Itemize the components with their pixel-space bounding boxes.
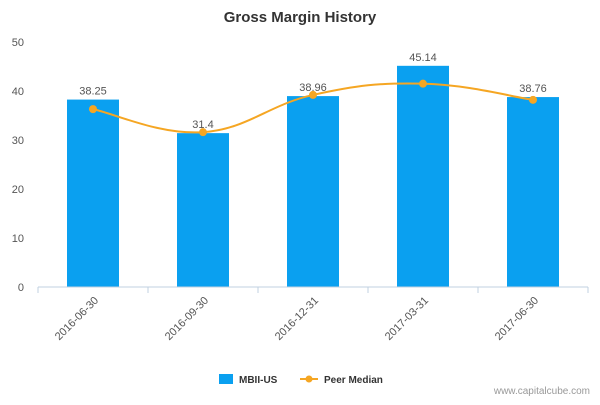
peer-median-point-2016-12-31 [309,90,317,99]
legend: MBII-US Peer Median [219,374,383,386]
bar-value-label-0: 38.25 [79,86,107,98]
x-tick-label-3: 2017-03-31 [383,295,431,343]
y-tick-label-5: 50 [12,37,24,49]
watermark-text: www.capitalcube.com [493,386,590,397]
legend-swatch-mbii [219,374,233,384]
y-tick-label-2: 20 [12,184,24,196]
x-tick-label-1: 2016-09-30 [163,295,211,343]
bar-2017-06-30 [507,97,559,288]
peer-median-point-2017-03-31 [419,79,427,88]
legend-swatch-peer-marker [305,375,313,383]
bar-data-labels: 38.25 31.4 38.96 45.14 38.76 [79,52,547,131]
peer-median-series [89,79,537,137]
bar-series [67,65,559,288]
y-tick-label-0: 0 [18,282,24,294]
x-axis: 2016-06-30 2016-09-30 2016-12-31 2017-03-31… [37,286,589,343]
bar-value-label-1: 31.4 [192,119,213,131]
bar-2016-06-30 [67,99,119,287]
bar-value-label-2: 38.96 [299,82,327,94]
bar-2016-09-30 [177,133,229,287]
bar-2017-03-31 [397,65,449,288]
x-tick-label-0: 2016-06-30 [53,295,101,343]
peer-median-point-2016-06-30 [89,105,97,114]
peer-median-point-2017-06-30 [529,95,537,104]
y-tick-label-3: 30 [12,135,24,147]
y-tick-label-4: 40 [12,86,24,98]
x-tick-label-2: 2016-12-31 [273,295,321,343]
bar-value-label-4: 38.76 [519,83,547,95]
peer-median-point-2016-09-30 [199,128,207,137]
bar-value-label-3: 45.14 [409,52,437,64]
bar-2016-12-31 [287,96,339,287]
y-axis: 0 10 20 30 40 50 [12,37,24,294]
legend-label-peer: Peer Median [324,375,383,386]
x-tick-label-4: 2017-06-30 [493,295,541,343]
y-tick-label-1: 10 [12,233,24,245]
chart-title: Gross Margin History [224,9,377,26]
legend-label-mbii: MBII-US [239,375,278,386]
